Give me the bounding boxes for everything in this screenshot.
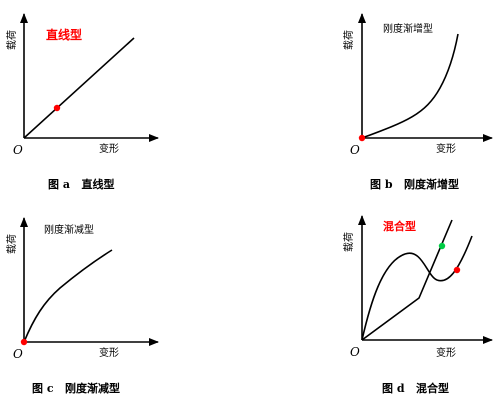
panel-d-caption: 图 d 混合型 [382, 381, 449, 395]
panel-b-origin: O [350, 143, 360, 157]
panel-c-title: 刚度渐减型 [44, 223, 94, 236]
panel-d-x-label: 变形 [436, 346, 456, 359]
panel-c-curve [23, 249, 113, 343]
panel-b-caption: 图 b 刚度渐增型 [370, 177, 459, 191]
panel-d: 载荷 混合型 变形 O 图 d 混合型 [343, 215, 493, 395]
panel-d-title: 混合型 [383, 219, 416, 233]
panel-b-title: 刚度渐增型 [383, 22, 433, 35]
panel-c-marker [20, 338, 28, 346]
panel-b-y-label: 载荷 [343, 30, 355, 50]
panel-c-caption: 图 c 刚度渐减型 [32, 381, 120, 395]
panel-d-marker-green [438, 242, 446, 250]
panel-a-caption: 图 a 直线型 [48, 177, 114, 191]
panel-c-x-label: 变形 [99, 346, 119, 359]
panel-a-title: 直线型 [46, 27, 82, 42]
panel-a-origin: O [13, 143, 23, 157]
panel-b: 载荷 刚度渐增型 变形 O 图 b 刚度渐增型 [343, 13, 493, 191]
panel-d-origin: O [350, 345, 360, 359]
panel-a-x-label: 变形 [99, 142, 119, 155]
panel-b-marker [358, 134, 366, 142]
panel-c-origin: O [13, 347, 23, 361]
panel-c: 载荷 刚度渐减型 变形 O 图 c 刚度渐减型 [6, 217, 159, 395]
panel-a-marker [53, 104, 61, 112]
panel-d-y-label: 载荷 [343, 232, 355, 252]
panel-d-marker-red [453, 266, 461, 274]
panel-d-curve-hump [361, 235, 473, 341]
panel-a-y-label: 载荷 [6, 30, 18, 50]
panel-c-y-label: 载荷 [6, 234, 18, 254]
panel-b-x-label: 变形 [436, 142, 456, 155]
panel-b-curve [361, 33, 459, 139]
panel-a: 载荷 直线型 变形 O 图 a 直线型 [6, 13, 159, 191]
panel-a-curve [23, 37, 135, 139]
